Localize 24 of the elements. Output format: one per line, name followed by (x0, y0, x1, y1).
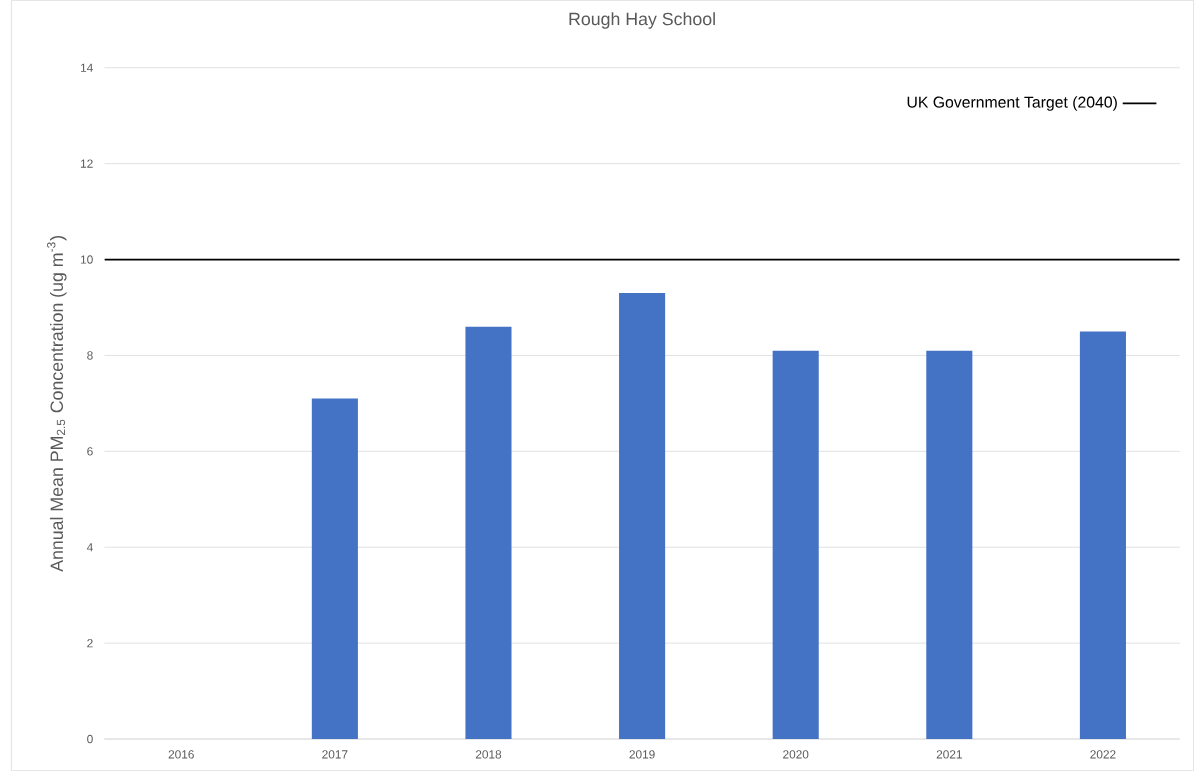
chart-title: Rough Hay School (569, 12, 715, 29)
y-tick-label: 10 (80, 255, 93, 264)
bar (619, 293, 666, 739)
x-tick-label: 2018 (475, 750, 502, 759)
bar (926, 350, 973, 739)
x-tick-label: 2019 (629, 750, 655, 759)
y-tick-label: 14 (80, 63, 93, 72)
x-tick-label: 2017 (322, 750, 348, 759)
y-tick-label: 4 (86, 543, 93, 552)
x-tick-label: 2021 (936, 750, 962, 759)
y-tick-label: 0 (87, 734, 93, 744)
y-tick-label: 2 (87, 638, 93, 648)
legend-label: UK Government Target (2040) (907, 96, 1117, 111)
x-tick-label: 2016 (168, 750, 194, 759)
bar (465, 326, 512, 739)
x-tick-label: 2020 (783, 750, 809, 759)
bar (1079, 331, 1126, 739)
x-tick-label: 2022 (1090, 750, 1116, 759)
bar (311, 398, 358, 739)
y-tick-label: 8 (87, 351, 93, 360)
y-axis-title: Annual Mean PM$_{2.5}$ Concentration (ug m$^{-3}$) (47, 235, 67, 572)
bar (772, 350, 819, 739)
y-tick-label: 6 (87, 447, 93, 456)
y-tick-label: 12 (80, 159, 93, 168)
